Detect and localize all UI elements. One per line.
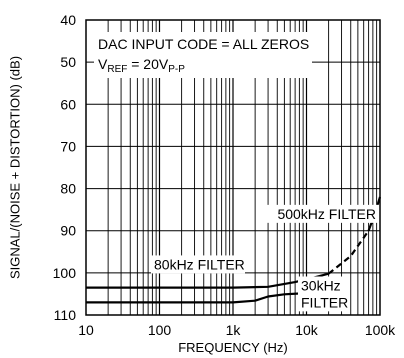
y-tick-label: 80 [60, 181, 76, 197]
y-tick-label: 60 [60, 96, 76, 112]
series-line-3 [86, 292, 300, 304]
label-30khz-filter-line2: FILTER [301, 294, 348, 310]
plot-frame [85, 19, 381, 316]
series-line-1 [327, 230, 370, 275]
l30a-bg [298, 276, 348, 295]
y-tick-label: 50 [60, 54, 76, 70]
annotation-vref: VREF = 20VP-P [98, 56, 185, 75]
y-tick-label: 90 [60, 223, 76, 239]
x-tick-label: 100 [148, 322, 172, 338]
annotation-code: DAC INPUT CODE = ALL ZEROS [98, 36, 309, 52]
l500-bg [267, 204, 379, 223]
label-30khz-filter-line1: 30kHz [301, 278, 341, 294]
x-tick-label: 1k [226, 322, 242, 338]
x-tick-label: 10k [295, 322, 319, 338]
x-tick-labels: 10 100 1k 10k 100k [78, 322, 396, 338]
label-80khz-filter: 80kHz FILTER [154, 256, 245, 272]
x-tick-label: 10 [78, 322, 94, 338]
l80-bg [151, 255, 245, 274]
y-tick-label: 40 [60, 12, 76, 28]
x-tick-label: 100k [365, 322, 396, 338]
label-500khz-filter: 500kHz FILTER [277, 206, 376, 222]
y-tick-label: 100 [53, 265, 77, 281]
y-tick-label: 70 [60, 138, 76, 154]
x-axis-label: FREQUENCY (Hz) [178, 340, 288, 355]
y-tick-labels: 40 50 60 70 80 90 100 110 [53, 12, 77, 323]
annotation-box [94, 32, 312, 78]
l30b-bg [298, 293, 348, 312]
y-tick-label: 110 [54, 307, 77, 323]
series-line-0 [86, 272, 329, 289]
y-axis-label: SIGNAL/(NOISE + DISTORTION) (dB) [7, 56, 22, 279]
